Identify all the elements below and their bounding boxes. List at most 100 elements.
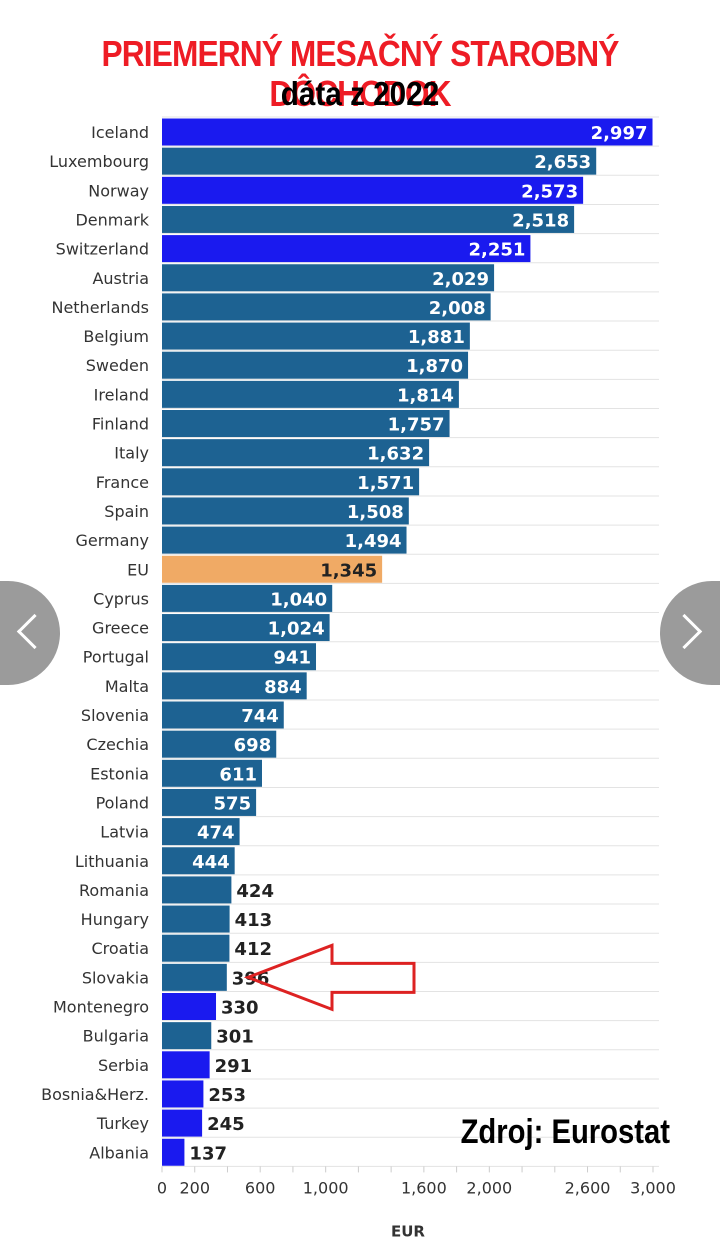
- category-label: Finland: [92, 415, 149, 434]
- category-label: Albania: [89, 1143, 149, 1162]
- category-label: Poland: [96, 793, 149, 812]
- data-label: 1,024: [268, 619, 325, 640]
- bar: [162, 1080, 204, 1108]
- data-label: 1,870: [406, 356, 463, 377]
- data-label: 2,997: [591, 123, 648, 144]
- data-label: 301: [216, 1027, 254, 1048]
- data-label: 1,632: [367, 444, 424, 465]
- chart-title: PRIEMERNÝ MESAČNÝ STAROBNÝ DÔCHODOK: [101, 33, 620, 114]
- data-label: 412: [234, 939, 272, 960]
- category-label: Serbia: [98, 1056, 149, 1075]
- bar: [162, 788, 257, 816]
- x-axis-label: EUR: [391, 1222, 425, 1240]
- bar: [162, 322, 470, 350]
- bar: [162, 1022, 212, 1050]
- category-label: EU: [127, 560, 149, 579]
- data-label: 1,040: [270, 589, 327, 610]
- x-tick-label: 1,000: [303, 1178, 349, 1197]
- bar: [162, 497, 409, 525]
- data-label: 2,573: [521, 181, 578, 202]
- data-label: 1,881: [408, 327, 465, 348]
- category-label: Ireland: [94, 385, 149, 404]
- category-label: Estonia: [90, 764, 149, 783]
- category-label: Bosnia&Herz.: [41, 1085, 149, 1104]
- category-label: France: [96, 473, 149, 492]
- bar: [162, 818, 240, 846]
- data-label: 1,345: [320, 560, 377, 581]
- x-tick-label: 3,000: [630, 1178, 676, 1197]
- category-label: Latvia: [100, 823, 149, 842]
- bar: [162, 614, 330, 642]
- bar: [162, 584, 333, 612]
- data-label: 444: [192, 852, 230, 873]
- category-label: Sweden: [86, 356, 149, 375]
- category-label: Spain: [104, 502, 149, 521]
- data-label: 253: [208, 1085, 246, 1106]
- category-label: Greece: [92, 619, 149, 638]
- data-label: 1,757: [388, 415, 445, 436]
- bar: [162, 205, 575, 233]
- x-tick-label: 600: [245, 1178, 276, 1197]
- category-label: Slovakia: [82, 968, 149, 987]
- data-label: 2,029: [432, 269, 489, 290]
- bar: [162, 934, 230, 962]
- data-label: 2,251: [468, 240, 525, 261]
- bar: [162, 672, 307, 700]
- x-tick-label: 2,600: [565, 1178, 611, 1197]
- bar: [162, 264, 495, 292]
- category-label: Lithuania: [75, 852, 149, 871]
- bar: [162, 380, 459, 408]
- bar: [162, 876, 232, 904]
- data-label: 611: [219, 764, 257, 785]
- category-label: Austria: [92, 269, 149, 288]
- data-label: 474: [197, 823, 235, 844]
- category-label: Slovenia: [81, 706, 149, 725]
- category-label: Hungary: [81, 910, 149, 929]
- category-label: Iceland: [91, 123, 149, 142]
- bar: [162, 1109, 203, 1137]
- bar: [162, 847, 235, 875]
- category-label: Switzerland: [56, 240, 149, 259]
- bar: [162, 759, 263, 787]
- data-label: 137: [189, 1143, 227, 1164]
- category-label: Norway: [88, 181, 149, 200]
- data-label: 330: [221, 998, 259, 1019]
- bar: [162, 147, 597, 175]
- category-label: Bulgaria: [83, 1027, 149, 1046]
- x-tick-label: 0: [157, 1178, 167, 1197]
- bar: [162, 118, 653, 146]
- data-label: 1,571: [357, 473, 414, 494]
- bar: [162, 1051, 210, 1079]
- data-label: 413: [235, 910, 273, 931]
- bar: [162, 410, 450, 437]
- chevron-right-icon: [666, 613, 703, 650]
- category-label: Romania: [79, 881, 149, 900]
- data-label: 424: [236, 881, 274, 902]
- bar: [162, 351, 469, 379]
- category-label: Cyprus: [93, 589, 149, 608]
- bar: [162, 526, 407, 554]
- category-label: Luxembourg: [49, 152, 149, 171]
- bar: [162, 963, 227, 991]
- chevron-left-icon: [16, 613, 53, 650]
- category-label: Belgium: [83, 327, 149, 346]
- x-tick-label: 200: [179, 1178, 210, 1197]
- data-label: 575: [214, 793, 252, 814]
- x-tick-label: 1,600: [401, 1178, 447, 1197]
- category-label: Denmark: [75, 210, 149, 229]
- bar: [162, 439, 430, 467]
- category-label: Czechia: [86, 735, 149, 754]
- bar: [162, 993, 217, 1020]
- bar: [162, 555, 383, 583]
- data-label: 698: [234, 735, 272, 756]
- x-tick-label: 2,000: [466, 1178, 512, 1197]
- data-label: 884: [264, 677, 302, 698]
- chart-subtitle: dáta z 2022: [280, 75, 440, 112]
- bar: [162, 176, 584, 204]
- data-label: 1,814: [397, 385, 454, 406]
- category-label: Portugal: [83, 648, 149, 667]
- bar: [162, 643, 317, 671]
- category-label: Croatia: [91, 939, 149, 958]
- bar: [162, 468, 420, 496]
